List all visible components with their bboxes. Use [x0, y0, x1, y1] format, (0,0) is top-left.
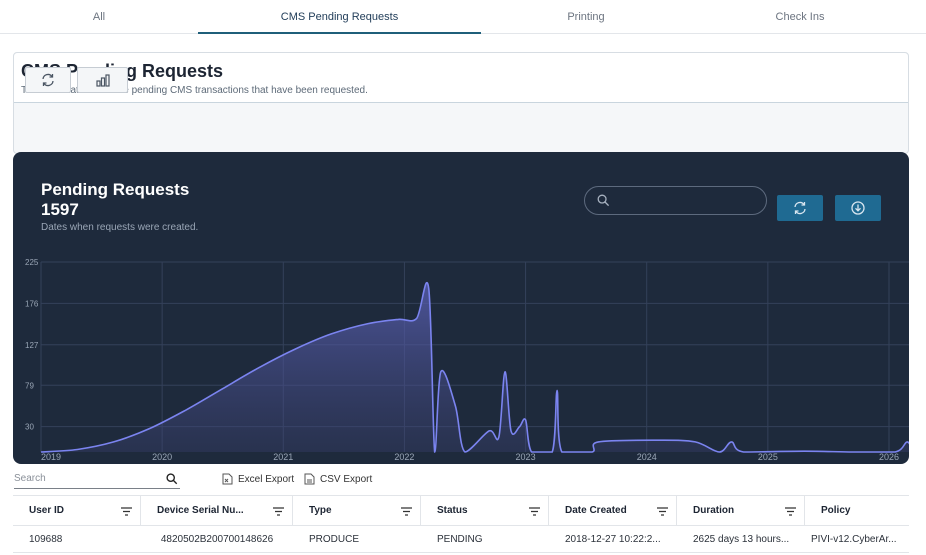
excel-export-button[interactable]: Excel Export: [222, 473, 294, 485]
filter-icon[interactable]: [657, 507, 668, 516]
y-tick-label: 176: [25, 299, 39, 308]
x-tick-label: 2026: [879, 452, 899, 462]
x-tick-label: 2023: [516, 452, 536, 462]
tab-all[interactable]: All: [92, 10, 106, 23]
table-search[interactable]: [14, 469, 180, 489]
column-header-status[interactable]: Status: [421, 496, 549, 525]
pending-requests-panel: 225 176 127 79 30 2019 2020 2021 2022 2023 2024 20…: [13, 152, 909, 464]
excel-export-label: Excel Export: [238, 473, 295, 485]
filter-icon[interactable]: [121, 507, 132, 516]
x-tick-label: 2020: [152, 452, 172, 462]
csv-export-button[interactable]: CSV Export: [304, 473, 372, 485]
y-tick-label: 79: [25, 381, 34, 390]
csv-file-icon: [304, 473, 315, 485]
panel-subtitle: Dates when requests were created.: [41, 222, 199, 233]
table-row[interactable]: 109688 4820502B200700148626 PRODUCE PEND…: [13, 526, 909, 553]
page-subtitle: This information lists the pending CMS t…: [21, 85, 368, 96]
cell-date-created: 2018-12-27 10:22:2...: [565, 533, 661, 545]
table-header: User ID Device Serial Nu... Type Status …: [13, 495, 909, 526]
column-header-date-created[interactable]: Date Created: [549, 496, 677, 525]
refresh-icon: [794, 201, 806, 215]
cell-policy: PIVI-v12.CyberAr...: [811, 533, 897, 545]
refresh-button[interactable]: [25, 67, 71, 93]
cell-duration: 2625 days 13 hours...: [693, 533, 790, 545]
column-header-device-serial[interactable]: Device Serial Nu...: [141, 496, 293, 525]
x-tick-label: 2024: [637, 452, 657, 462]
excel-file-icon: [222, 473, 233, 485]
requests-table: User ID Device Serial Nu... Type Status …: [13, 495, 909, 553]
chart-toggle-button[interactable]: [77, 67, 128, 93]
cell-device-serial: 4820502B200700148626: [160, 533, 274, 545]
y-tick-label: 127: [25, 341, 39, 350]
x-tick-label: 2019: [41, 452, 61, 462]
x-tick-label: 2021: [273, 452, 293, 462]
tab-printing[interactable]: Printing: [567, 10, 605, 23]
chart-download-button[interactable]: [835, 195, 881, 221]
cell-type: PRODUCE: [309, 533, 360, 545]
download-icon: [851, 201, 865, 215]
search-icon[interactable]: [166, 473, 178, 485]
pending-count: 1597: [41, 200, 79, 219]
cell-status: PENDING: [437, 533, 483, 545]
cell-user-id: 109688: [29, 533, 63, 545]
filter-icon[interactable]: [529, 507, 540, 516]
tab-bar: All CMS Pending Requests Printing Check …: [0, 0, 926, 34]
x-tick-label: 2022: [394, 452, 414, 462]
tab-check-ins[interactable]: Check Ins: [775, 10, 825, 23]
chart-search-input[interactable]: [584, 186, 767, 215]
pending-requests-chart: 225 176 127 79 30 2019 2020 2021 2022 2023 2024 20…: [25, 258, 909, 462]
y-tick-label: 30: [25, 423, 34, 432]
bar-chart-icon: [95, 74, 110, 87]
panel-title: Pending Requests: [41, 180, 190, 199]
tab-cms-pending-requests[interactable]: CMS Pending Requests: [198, 0, 481, 34]
filter-icon[interactable]: [785, 507, 796, 516]
csv-export-label: CSV Export: [320, 473, 373, 485]
header-card: CMS Pending Requests This information li…: [13, 52, 909, 154]
column-header-user-id[interactable]: User ID: [13, 496, 141, 525]
chart-line: [40, 282, 909, 453]
filter-icon[interactable]: [273, 507, 284, 516]
card-header: CMS Pending Requests This information li…: [14, 53, 908, 103]
y-tick-label: 225: [25, 258, 39, 267]
search-icon: [597, 194, 610, 207]
x-tick-label: 2025: [758, 452, 778, 462]
chart-area: [41, 282, 909, 453]
page-title: CMS Pending Requests: [21, 61, 224, 81]
column-header-duration[interactable]: Duration: [677, 496, 805, 525]
column-header-policy[interactable]: Policy: [821, 505, 851, 516]
chart-refresh-button[interactable]: [777, 195, 823, 221]
column-header-type[interactable]: Type: [293, 496, 421, 525]
table-search-input[interactable]: [14, 473, 154, 484]
filter-icon[interactable]: [401, 507, 412, 516]
refresh-icon: [42, 73, 54, 87]
